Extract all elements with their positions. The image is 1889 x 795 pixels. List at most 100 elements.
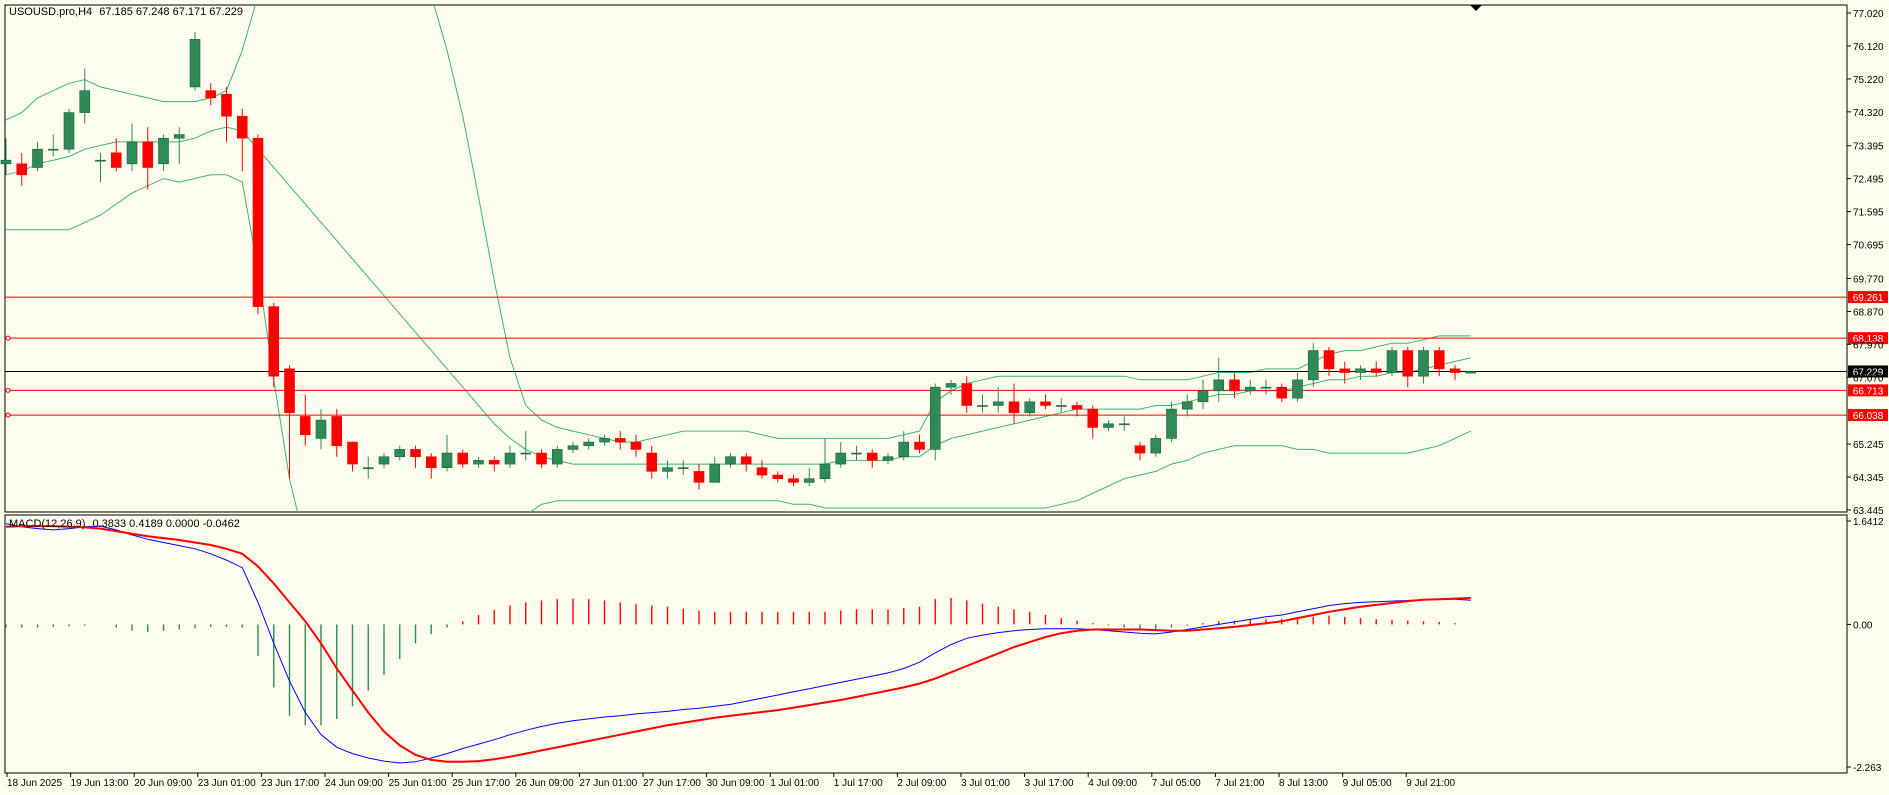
- bull-candle[interactable]: [1307, 350, 1319, 381]
- bull-candle[interactable]: [1181, 401, 1193, 410]
- level-anchor[interactable]: [5, 335, 11, 341]
- bull-candle[interactable]: [158, 137, 169, 165]
- bull-candle[interactable]: [504, 452, 516, 465]
- bull-candle[interactable]: [1465, 371, 1477, 374]
- bull-candle[interactable]: [1166, 408, 1177, 439]
- bear-candle[interactable]: [142, 141, 154, 168]
- level-anchor[interactable]: [5, 387, 11, 393]
- bear-candle[interactable]: [1229, 379, 1240, 392]
- bull-candle[interactable]: [1150, 438, 1162, 454]
- bear-candle[interactable]: [961, 383, 973, 406]
- bull-candle[interactable]: [977, 405, 988, 407]
- bear-candle[interactable]: [630, 441, 642, 450]
- bear-candle[interactable]: [410, 449, 421, 458]
- bull-candle[interactable]: [79, 90, 91, 113]
- bull-candle[interactable]: [1244, 386, 1256, 392]
- bear-candle[interactable]: [1276, 386, 1288, 399]
- bull-candle[interactable]: [441, 452, 453, 469]
- bull-candle[interactable]: [173, 134, 185, 139]
- bear-candle[interactable]: [614, 438, 626, 443]
- bear-candle[interactable]: [756, 467, 768, 476]
- bear-candle[interactable]: [252, 137, 264, 307]
- bull-candle[interactable]: [47, 148, 59, 151]
- bull-candle[interactable]: [945, 383, 957, 388]
- bull-candle[interactable]: [473, 460, 484, 465]
- bull-candle[interactable]: [1213, 379, 1225, 392]
- bear-candle[interactable]: [221, 93, 232, 117]
- bull-candle[interactable]: [378, 456, 390, 465]
- bear-candle[interactable]: [205, 90, 217, 99]
- bull-candle[interactable]: [1197, 390, 1209, 403]
- bull-candle[interactable]: [567, 445, 579, 450]
- bull-candle[interactable]: [1386, 350, 1398, 373]
- bear-candle[interactable]: [1339, 368, 1351, 373]
- bull-candle[interactable]: [362, 467, 374, 470]
- bear-candle[interactable]: [772, 474, 784, 479]
- bull-candle[interactable]: [819, 463, 831, 479]
- bull-candle[interactable]: [520, 452, 532, 455]
- bull-candle[interactable]: [1292, 379, 1303, 399]
- bull-candle[interactable]: [1355, 368, 1366, 373]
- bear-candle[interactable]: [110, 152, 122, 168]
- bear-candle[interactable]: [425, 456, 437, 469]
- bear-candle[interactable]: [16, 163, 28, 176]
- bear-candle[interactable]: [268, 306, 280, 377]
- bear-candle[interactable]: [347, 441, 358, 465]
- bull-candle[interactable]: [394, 449, 406, 458]
- bull-candle[interactable]: [662, 467, 673, 472]
- bull-candle[interactable]: [1103, 423, 1114, 428]
- bull-candle[interactable]: [63, 112, 75, 150]
- bear-candle[interactable]: [1008, 401, 1020, 414]
- bull-candle[interactable]: [32, 148, 43, 168]
- bull-candle[interactable]: [599, 438, 610, 443]
- bear-candle[interactable]: [914, 441, 925, 450]
- bull-candle[interactable]: [126, 141, 138, 165]
- bear-candle[interactable]: [284, 368, 295, 414]
- bear-candle[interactable]: [646, 452, 658, 472]
- bull-candle[interactable]: [95, 159, 106, 162]
- bull-candle[interactable]: [882, 456, 894, 461]
- bull-candle[interactable]: [677, 467, 689, 470]
- bear-candle[interactable]: [1071, 405, 1083, 410]
- bear-candle[interactable]: [693, 471, 705, 483]
- bull-candle[interactable]: [1418, 350, 1429, 377]
- bull-candle[interactable]: [835, 452, 847, 465]
- bear-candle[interactable]: [1323, 350, 1335, 370]
- bear-candle[interactable]: [457, 452, 469, 465]
- bull-candle[interactable]: [709, 463, 721, 483]
- bull-candle[interactable]: [583, 441, 595, 447]
- bear-candle[interactable]: [788, 478, 799, 483]
- bear-candle[interactable]: [1370, 368, 1382, 373]
- bear-candle[interactable]: [1433, 350, 1445, 370]
- bear-candle[interactable]: [536, 452, 547, 465]
- bear-candle[interactable]: [1087, 408, 1099, 428]
- bull-candle[interactable]: [189, 39, 201, 88]
- bear-candle[interactable]: [236, 115, 248, 139]
- price-panel[interactable]: [4, 4, 1848, 513]
- bull-candle[interactable]: [725, 456, 736, 465]
- bear-candle[interactable]: [299, 416, 311, 436]
- bear-candle[interactable]: [1402, 350, 1414, 377]
- bear-candle[interactable]: [1040, 401, 1051, 406]
- bull-candle[interactable]: [551, 449, 563, 465]
- bull-candle[interactable]: [992, 401, 1004, 406]
- bull-candle[interactable]: [898, 441, 910, 458]
- bull-candle[interactable]: [315, 419, 327, 439]
- bull-candle[interactable]: [1260, 386, 1272, 389]
- bull-candle[interactable]: [1024, 401, 1036, 414]
- bear-candle[interactable]: [1449, 368, 1461, 373]
- bear-candle[interactable]: [488, 460, 500, 465]
- bull-candle[interactable]: [0, 159, 12, 165]
- bear-candle[interactable]: [866, 452, 878, 461]
- bull-candle[interactable]: [851, 452, 862, 455]
- bear-candle[interactable]: [331, 416, 343, 447]
- bear-candle[interactable]: [740, 456, 752, 465]
- level-anchor[interactable]: [5, 412, 11, 418]
- bull-candle[interactable]: [803, 478, 815, 483]
- bull-candle[interactable]: [1118, 423, 1130, 426]
- bull-candle[interactable]: [1055, 405, 1067, 407]
- bull-candle[interactable]: [929, 386, 941, 450]
- bear-candle[interactable]: [1134, 445, 1146, 454]
